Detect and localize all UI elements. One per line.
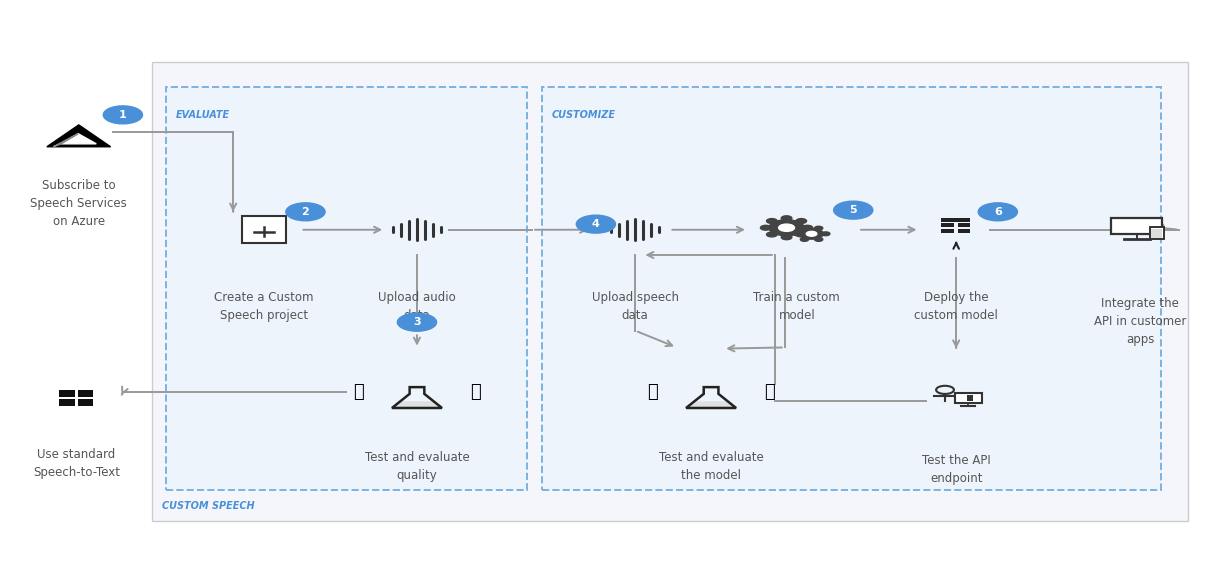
FancyBboxPatch shape <box>1150 227 1163 239</box>
Circle shape <box>796 232 806 237</box>
Text: 👎: 👎 <box>646 383 657 401</box>
Text: Integrate the
API in customer
apps: Integrate the API in customer apps <box>1094 297 1187 346</box>
FancyBboxPatch shape <box>153 62 1188 521</box>
Circle shape <box>398 313 437 331</box>
Circle shape <box>800 238 809 241</box>
FancyBboxPatch shape <box>241 216 286 243</box>
Circle shape <box>767 218 777 224</box>
FancyBboxPatch shape <box>1151 229 1162 238</box>
Text: Test the API
endpoint: Test the API endpoint <box>922 454 991 485</box>
Text: 3: 3 <box>414 317 421 327</box>
Text: Subscribe to
Speech Services
on Azure: Subscribe to Speech Services on Azure <box>31 179 127 228</box>
Polygon shape <box>53 134 78 147</box>
Circle shape <box>782 235 792 239</box>
Text: CUSTOM SPEECH: CUSTOM SPEECH <box>162 501 255 511</box>
Circle shape <box>286 203 325 221</box>
FancyBboxPatch shape <box>166 87 527 490</box>
Text: Train a custom
model: Train a custom model <box>753 291 841 323</box>
Circle shape <box>815 226 822 230</box>
Circle shape <box>782 216 792 221</box>
Text: 2: 2 <box>302 207 309 217</box>
Circle shape <box>800 229 824 239</box>
Circle shape <box>821 232 830 235</box>
Text: Deploy the
custom model: Deploy the custom model <box>915 291 998 323</box>
Text: 5: 5 <box>849 205 857 215</box>
Text: Upload audio
data: Upload audio data <box>378 291 455 323</box>
Text: 👍: 👍 <box>764 383 776 401</box>
Circle shape <box>796 218 806 224</box>
FancyBboxPatch shape <box>942 222 954 228</box>
Circle shape <box>779 224 794 231</box>
Text: EVALUATE: EVALUATE <box>176 110 230 119</box>
Text: 4: 4 <box>592 219 599 229</box>
Text: Use standard
Speech-to-Text: Use standard Speech-to-Text <box>33 448 119 479</box>
Polygon shape <box>62 134 96 144</box>
FancyBboxPatch shape <box>958 222 970 228</box>
FancyBboxPatch shape <box>942 229 954 233</box>
FancyBboxPatch shape <box>59 390 75 397</box>
Circle shape <box>800 226 809 230</box>
Circle shape <box>769 220 804 236</box>
FancyBboxPatch shape <box>1112 218 1162 234</box>
Text: 👍: 👍 <box>353 383 363 401</box>
Circle shape <box>806 231 817 236</box>
Text: Test and evaluate
the model: Test and evaluate the model <box>659 451 763 482</box>
Circle shape <box>979 203 1018 221</box>
FancyBboxPatch shape <box>78 390 94 397</box>
Polygon shape <box>47 125 111 147</box>
Text: Upload speech
data: Upload speech data <box>592 291 678 323</box>
Polygon shape <box>686 401 736 408</box>
FancyBboxPatch shape <box>958 229 970 233</box>
Text: 1: 1 <box>119 110 127 120</box>
Circle shape <box>833 201 873 219</box>
Text: Test and evaluate
quality: Test and evaluate quality <box>364 451 469 482</box>
FancyBboxPatch shape <box>542 87 1161 490</box>
FancyBboxPatch shape <box>942 218 970 222</box>
Circle shape <box>576 215 616 233</box>
Text: 6: 6 <box>993 207 1002 217</box>
FancyBboxPatch shape <box>968 395 972 401</box>
FancyBboxPatch shape <box>78 398 94 406</box>
FancyBboxPatch shape <box>59 398 75 406</box>
Circle shape <box>103 106 143 124</box>
FancyBboxPatch shape <box>954 393 981 403</box>
Circle shape <box>815 238 822 241</box>
Circle shape <box>793 232 801 235</box>
Circle shape <box>767 232 777 237</box>
Circle shape <box>761 225 771 230</box>
Text: CUSTOMIZE: CUSTOMIZE <box>551 110 616 119</box>
Polygon shape <box>391 401 442 408</box>
Text: Create a Custom
Speech project: Create a Custom Speech project <box>214 291 314 323</box>
Circle shape <box>803 225 812 230</box>
Text: 👎: 👎 <box>470 383 481 401</box>
